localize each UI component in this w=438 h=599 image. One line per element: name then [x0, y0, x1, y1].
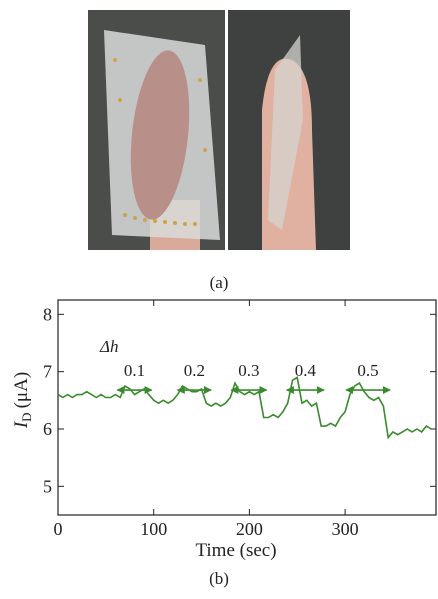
- y-axis-unit: (μA): [11, 372, 32, 409]
- photo-left: [88, 10, 225, 250]
- data-line: [57, 376, 432, 440]
- x-axis-title: Time (sec): [195, 540, 276, 561]
- interval-label: 0.4: [295, 361, 317, 380]
- delta-label: Δh: [99, 337, 118, 356]
- y-tick-label: 8: [43, 304, 52, 324]
- y-tick-label: 7: [43, 362, 52, 382]
- y-axis-title: ID (μA): [11, 372, 34, 429]
- y-axis-subscript: D: [19, 412, 34, 421]
- x-tick-label: 100: [140, 519, 167, 539]
- interval-label: 0.5: [357, 361, 378, 380]
- panel-label: (b): [209, 569, 229, 588]
- y-tick-label: 6: [43, 419, 52, 439]
- interval-label: 0.2: [184, 361, 205, 380]
- plot-frame: [57, 299, 437, 516]
- x-tick-label: 200: [236, 519, 263, 539]
- photo-right: [228, 10, 350, 250]
- x-tick-label: 300: [332, 519, 359, 539]
- x-tick-label: 0: [54, 519, 63, 539]
- y-tick-label: 5: [43, 476, 52, 496]
- panel-label: (a): [210, 273, 229, 292]
- interval-label: 0.3: [238, 361, 259, 380]
- y-axis-symbol: I: [11, 420, 32, 429]
- interval-label: 0.1: [124, 361, 145, 380]
